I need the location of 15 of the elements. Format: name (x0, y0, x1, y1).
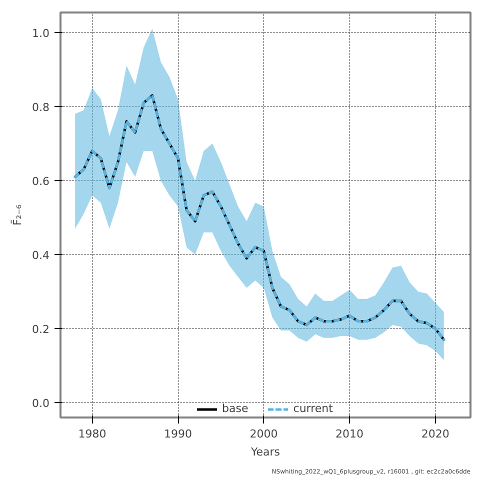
legend-label: base (222, 402, 248, 415)
y-tick-label: 0.2 (32, 323, 50, 336)
x-tick-label: 1990 (164, 428, 192, 440)
y-tick-label: 0.0 (32, 397, 50, 410)
y-tick-label: 0.8 (32, 101, 50, 114)
legend-label: current (293, 402, 333, 415)
x-tick-label: 1980 (78, 428, 106, 440)
y-tick-label: 0.6 (32, 175, 50, 188)
y-axis-title: F̄₂₋₆ (10, 204, 24, 226)
y-tick-label: 1.0 (32, 26, 50, 40)
y-tick-label: 0.4 (32, 249, 50, 262)
x-tick-label: 2000 (250, 428, 278, 440)
x-axis-title: Years (250, 446, 280, 458)
x-tick-label: 2020 (421, 428, 450, 440)
x-tick-label: 2010 (336, 428, 364, 440)
